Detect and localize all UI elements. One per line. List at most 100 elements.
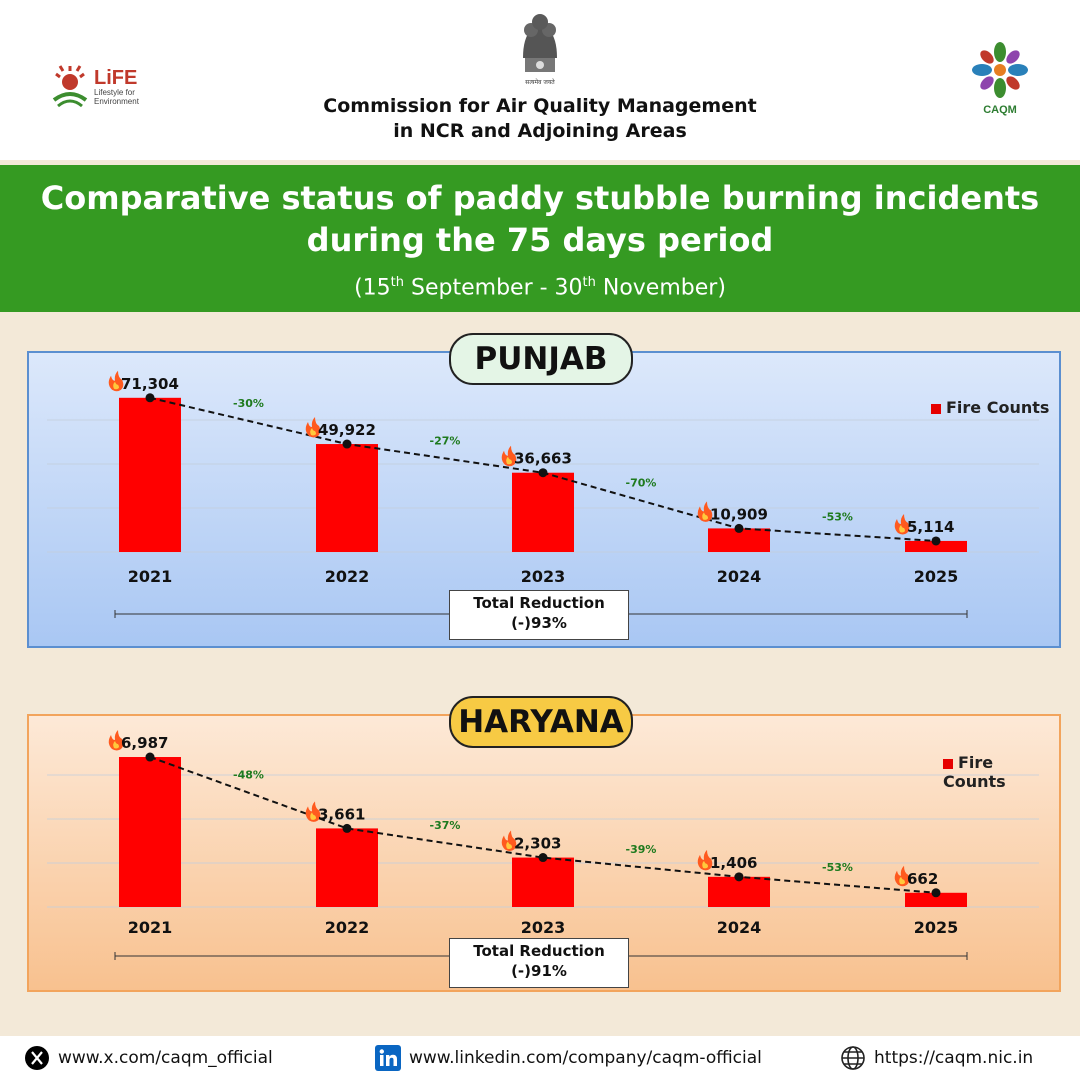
haryana-bar-2021 [119, 757, 181, 907]
haryana-value-label-2024: 1,406 [710, 854, 757, 872]
punjab-value-label-2021: 71,304 [121, 375, 179, 393]
punjab-value-label-2023: 36,663 [514, 450, 572, 468]
haryana-value-label-2022: 3,661 [318, 805, 365, 823]
punjab-flame-icon [305, 417, 321, 438]
haryana-flame-icon-inner [506, 841, 512, 850]
punjab-chart: 71,304 49,922 36,663 10,909 5,114 -30% -27% -70… [47, 370, 1039, 618]
punjab-bar-2023 [512, 472, 574, 552]
linkedin-icon [375, 1045, 401, 1071]
caqm-logo: CAQM [972, 42, 1028, 116]
punjab-panel: 71,304 49,922 36,663 10,909 5,114 -30% -27% -70… [27, 333, 1061, 648]
haryana-chart: 6,987 3,661 2,303 1,406 662 -48% -37% -39% -53% 2… [47, 730, 1039, 960]
punjab-title: PUNJAB [449, 333, 633, 385]
total-reduction-value: (-)93% [511, 614, 567, 632]
punjab-trend-point-2021 [145, 393, 155, 403]
haryana-value-label-2021: 6,987 [121, 734, 168, 752]
punjab-bar-2024 [708, 528, 770, 552]
punjab-trend-point-2024 [734, 523, 744, 533]
punjab-flame-icon-inner [113, 381, 119, 390]
punjab-trend-point-2022 [342, 439, 352, 449]
life-logo-sub2: Environment [94, 97, 140, 106]
haryana-flame-icon-inner [310, 812, 316, 820]
period-open: (15 [354, 275, 391, 301]
x-link[interactable]: www.x.com/caqm_official [24, 1045, 273, 1071]
org-line-1: Commission for Air Quality Management [323, 95, 757, 117]
punjab-change-label: -30% [233, 397, 264, 410]
punjab-flame-icon [894, 513, 910, 535]
national-emblem: सत्यमेव जयते [523, 14, 557, 86]
haryana-bar-2024 [708, 876, 770, 907]
title-banner: Comparative status of paddy stubble burn… [0, 165, 1080, 312]
haryana-value-label-2023: 2,303 [514, 835, 561, 853]
punjab-flame-icon-inner [310, 428, 316, 436]
legend-label: Fire Counts [946, 398, 1050, 417]
linkedin-url: www.linkedin.com/company/caqm-official [409, 1048, 762, 1068]
period-sup-2: th [582, 275, 596, 290]
haryana-legend: Fire Counts [943, 753, 1059, 791]
punjab-flame-icon [697, 501, 713, 522]
punjab-year-label-2021: 2021 [128, 567, 173, 586]
haryana-trend-point-2021 [145, 752, 155, 762]
life-logo: LiFE Lifestyle for Environment [52, 65, 140, 108]
punjab-year-label-2023: 2023 [521, 567, 566, 586]
haryana-change-label: -53% [822, 861, 853, 874]
haryana-year-label-2021: 2021 [128, 918, 173, 937]
haryana-trend-line [149, 756, 937, 894]
punjab-year-label-2025: 2025 [914, 567, 959, 586]
haryana-flame-icon [108, 730, 124, 751]
punjab-total-reduction: Total Reduction (-)93% [449, 590, 629, 640]
haryana-change-label: -48% [233, 769, 264, 782]
punjab-change-label: -70% [626, 477, 657, 490]
globe-icon [841, 1046, 865, 1070]
haryana-trend-point-2022 [342, 823, 352, 833]
period-mid: September - 30 [404, 275, 583, 301]
title-line-1: Comparative status of paddy stubble burn… [40, 179, 1040, 217]
x-logo-icon [25, 1046, 49, 1070]
total-reduction-label: Total Reduction [473, 594, 605, 612]
x-handle: www.x.com/caqm_official [58, 1048, 273, 1068]
punjab-bar-2025 [905, 540, 967, 552]
punjab-value-label-2024: 10,909 [710, 505, 768, 523]
haryana-bar-2025 [905, 892, 967, 907]
website-link[interactable]: https://caqm.nic.in [840, 1045, 1033, 1071]
haryana-title: HARYANA [449, 696, 633, 748]
haryana-flame-icon-inner [113, 741, 119, 749]
punjab-trend-point-2025 [931, 536, 941, 546]
haryana-year-label-2022: 2022 [325, 918, 370, 937]
punjab-bar-2021 [119, 397, 181, 552]
linkedin-link[interactable]: www.linkedin.com/company/caqm-official [375, 1045, 762, 1071]
period-sup-1: th [390, 275, 405, 290]
punjab-flame-icon-inner [506, 456, 512, 465]
haryana-year-label-2024: 2024 [717, 918, 762, 937]
haryana-change-label: -37% [430, 819, 461, 832]
period-subtitle: (15th September - 30th November) [0, 268, 1080, 303]
main-title: Comparative status of paddy stubble burn… [0, 177, 1080, 261]
punjab-change-label: -27% [430, 434, 461, 447]
haryana-bar-2023 [512, 857, 574, 907]
punjab-year-label-2024: 2024 [717, 567, 762, 586]
haryana-trend-point-2024 [734, 872, 744, 882]
organization-name: Commission for Air Quality Management in… [0, 94, 1080, 144]
punjab-legend: Fire Counts [931, 398, 1049, 417]
haryana-flame-icon [305, 801, 321, 822]
punjab-change-label: -53% [822, 511, 853, 524]
punjab-bar-2022 [316, 444, 378, 552]
haryana-flame-icon-inner [702, 860, 708, 869]
legend-label: Fire Counts [943, 753, 1006, 791]
life-logo-sub1: Lifestyle for [94, 88, 135, 97]
haryana-flame-icon [697, 849, 713, 871]
haryana-flame-icon [894, 865, 910, 887]
punjab-trend-point-2023 [538, 468, 548, 478]
punjab-year-label-2022: 2022 [325, 567, 370, 586]
punjab-flame-icon [501, 445, 517, 467]
total-reduction-label: Total Reduction [473, 942, 605, 960]
footer: www.x.com/caqm_official www.linkedin.com… [0, 1036, 1080, 1080]
haryana-trend-point-2023 [538, 853, 548, 863]
haryana-total-reduction: Total Reduction (-)91% [449, 938, 629, 988]
title-line-2: during the 75 days period [306, 221, 774, 259]
website-url: https://caqm.nic.in [874, 1048, 1034, 1068]
haryana-change-label: -39% [626, 843, 657, 856]
caqm-logo-text: CAQM [983, 104, 1017, 116]
haryana-flame-icon [501, 830, 517, 852]
life-logo-title: LiFE [94, 67, 137, 89]
